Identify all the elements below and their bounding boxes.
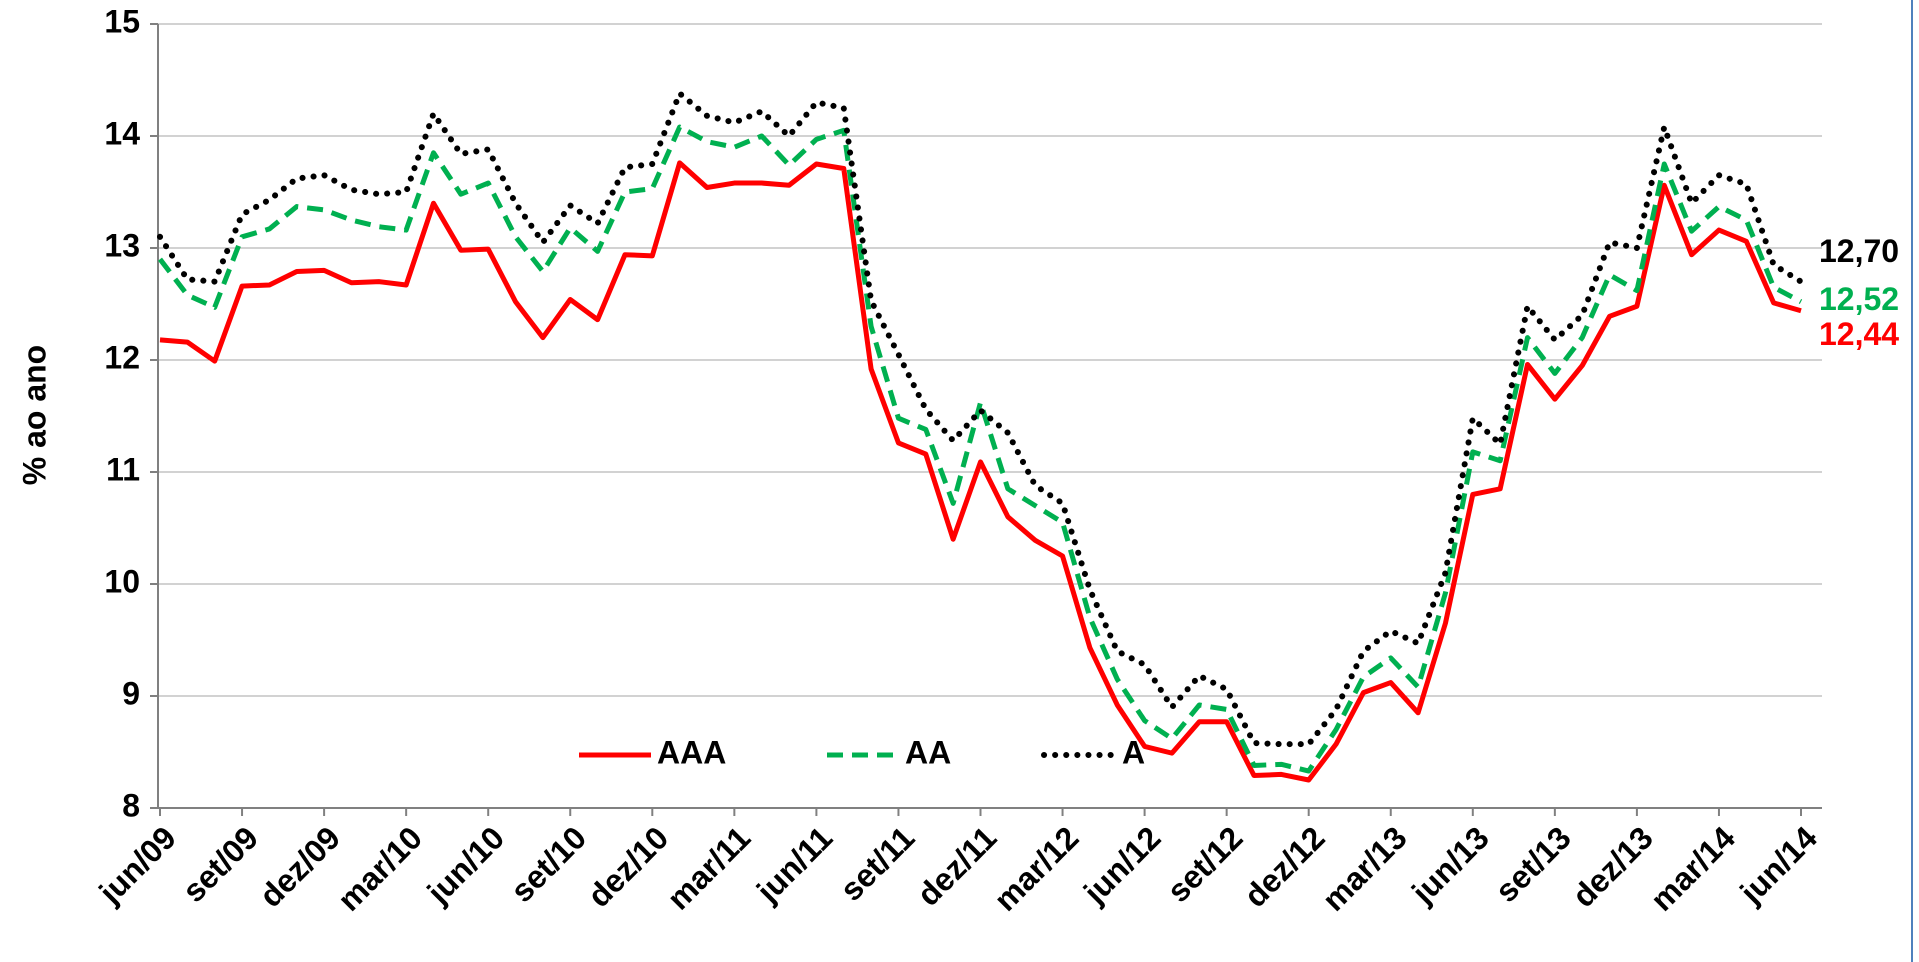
y-tick-label: 15 bbox=[104, 3, 140, 39]
y-tick-label: 14 bbox=[104, 115, 140, 151]
legend-label: A bbox=[1122, 734, 1145, 770]
series-line bbox=[157, 90, 1804, 748]
x-tick-label: mar/13 bbox=[1315, 819, 1413, 917]
end-value-label: 12,52 bbox=[1819, 281, 1899, 317]
y-tick-label: 8 bbox=[122, 787, 140, 823]
x-tick-label: dez/10 bbox=[581, 819, 676, 914]
legend-label: AAA bbox=[657, 734, 726, 770]
x-tick-label: set/11 bbox=[833, 819, 921, 907]
x-tick-label: mar/12 bbox=[987, 819, 1085, 917]
y-tick-label: 9 bbox=[122, 675, 140, 711]
y-tick-label: 13 bbox=[104, 227, 140, 263]
x-tick-label: set/13 bbox=[1488, 819, 1578, 909]
x-tick-label: jun/14 bbox=[1732, 819, 1824, 911]
x-tick-label: mar/11 bbox=[660, 819, 757, 916]
series-line bbox=[158, 124, 1803, 774]
x-tick-label: jun/13 bbox=[1404, 819, 1496, 911]
x-tick-label: mar/10 bbox=[331, 819, 429, 917]
x-tick-label: jun/10 bbox=[420, 819, 512, 911]
end-value-label: 12,44 bbox=[1819, 316, 1899, 352]
x-tick-label: dez/13 bbox=[1565, 819, 1660, 914]
y-tick-label: 12 bbox=[104, 339, 140, 375]
x-tick-label: jun/09 bbox=[91, 819, 183, 911]
x-tick-label: jun/12 bbox=[1076, 819, 1168, 911]
legend-label: AA bbox=[905, 734, 951, 770]
x-tick-label: set/10 bbox=[504, 819, 594, 909]
x-tick-label: set/12 bbox=[1160, 819, 1250, 909]
series-line bbox=[159, 160, 1802, 783]
y-tick-label: 10 bbox=[104, 563, 140, 599]
x-tick-label: dez/12 bbox=[1237, 819, 1332, 914]
x-tick-label: dez/09 bbox=[252, 819, 347, 914]
x-tick-label: set/09 bbox=[175, 819, 265, 909]
x-tick-label: dez/11 bbox=[910, 819, 1003, 912]
x-tick-label: jun/11 bbox=[749, 819, 839, 909]
x-tick-label: mar/14 bbox=[1643, 819, 1742, 918]
y-axis-label: % ao ano bbox=[16, 345, 52, 485]
end-value-label: 12,70 bbox=[1819, 233, 1899, 269]
y-tick-label: 11 bbox=[106, 451, 140, 487]
